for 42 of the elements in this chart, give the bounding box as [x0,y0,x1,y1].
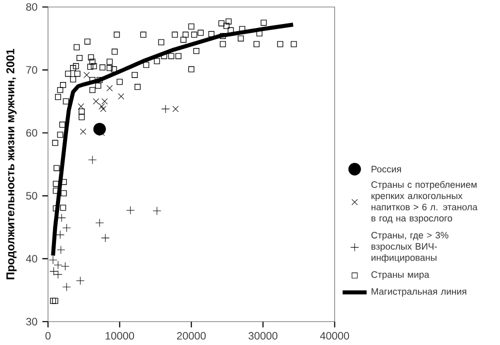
y-tick-label: 30 [26,318,38,326]
legend-label: Россия [372,166,401,172]
y-tick-label: 80 [26,3,38,11]
y-tick-label: 70 [26,66,38,74]
point [152,206,162,216]
point [102,98,108,104]
y-tick-label: 50 [26,192,38,200]
x-tick-label: 20000 [177,332,206,340]
point [62,224,71,232]
y-tick-label: 60 [26,129,38,137]
point [93,122,106,136]
point [49,267,58,276]
point [57,214,66,222]
x-tick-label: 40000 [320,332,350,340]
point [76,276,85,286]
point [92,98,100,104]
point [118,93,124,100]
point [98,103,105,110]
point [60,262,70,271]
point [88,156,97,164]
point [62,282,71,292]
point [101,234,110,242]
y-tick-label: 40 [26,254,38,262]
point [106,85,113,92]
x-tick-label: 0 [45,332,51,340]
legend-label: Магистральная линия [372,288,466,297]
x-tick-label: 30000 [248,332,278,340]
point [172,106,179,112]
point [126,206,135,215]
point [56,246,66,254]
point [56,230,64,240]
x-tick-label: 10000 [106,332,134,340]
point [80,128,86,135]
point [78,103,84,110]
point [100,106,106,112]
point [84,72,90,78]
legend-label: Страны с потреблением крепких алкогольных напитков > 6 л. этанола в год на взрослого [371,180,478,224]
y-axis-title: Продолжительность жизни мужчин, 2001 [6,48,17,280]
point [161,104,170,114]
legend-label: Страны мира [371,271,430,280]
legend-label: Страны, где > 3% взрослых ВИЧ-инфицированы [371,232,448,263]
point [95,218,104,228]
